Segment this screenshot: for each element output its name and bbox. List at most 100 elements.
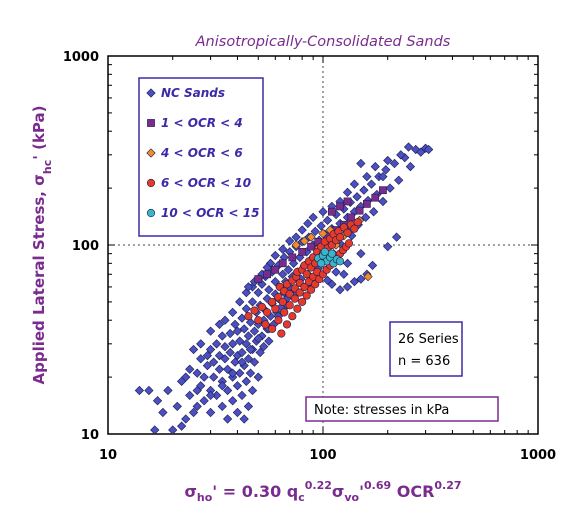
data-point-series-1 bbox=[163, 385, 173, 396]
data-point-series-1 bbox=[158, 407, 168, 418]
data-point-series-1 bbox=[264, 336, 274, 346]
data-point-series-2 bbox=[336, 202, 344, 211]
units-note-text: Note: stresses in kPa bbox=[314, 403, 449, 418]
data-point-series-1 bbox=[283, 265, 293, 275]
data-point-series-4 bbox=[277, 329, 286, 338]
data-point-series-4 bbox=[282, 320, 292, 329]
legend-marker-3 bbox=[146, 148, 156, 158]
data-point-series-1 bbox=[411, 144, 421, 155]
data-point-series-1 bbox=[222, 364, 233, 374]
data-point-series-1 bbox=[322, 215, 333, 225]
data-point-series-4 bbox=[278, 297, 287, 306]
data-point-series-1 bbox=[214, 319, 225, 330]
data-point-series-1 bbox=[199, 396, 209, 406]
y-tick-label-100: 100 bbox=[72, 239, 99, 254]
data-point-series-2 bbox=[379, 186, 387, 195]
data-point-series-1 bbox=[192, 368, 202, 378]
data-point-series-1 bbox=[322, 275, 333, 285]
data-point-series-4 bbox=[268, 324, 277, 333]
data-point-series-4 bbox=[263, 308, 272, 317]
data-point-series-1 bbox=[361, 212, 371, 223]
data-point-series-1 bbox=[209, 372, 219, 382]
data-point-series-1 bbox=[369, 207, 379, 217]
data-point-series-1 bbox=[220, 315, 230, 325]
data-point-series-1 bbox=[297, 225, 307, 235]
data-point-series-1 bbox=[383, 155, 393, 166]
data-point-series-1 bbox=[318, 207, 328, 217]
data-point-series-2 bbox=[271, 265, 280, 274]
data-point-series-1 bbox=[366, 179, 377, 189]
x-axis-label: σho' = 0.30 qc0.22σvo'0.69 OCR0.27 bbox=[184, 479, 461, 504]
data-point-series-4 bbox=[288, 312, 297, 321]
data-point-series-1 bbox=[228, 396, 238, 406]
data-point-series-4 bbox=[295, 288, 304, 297]
units-note-box-frame bbox=[305, 396, 499, 422]
data-point-series-1 bbox=[196, 354, 206, 364]
data-point-series-1 bbox=[237, 357, 247, 367]
data-point-series-1 bbox=[134, 385, 145, 396]
data-point-series-1 bbox=[188, 344, 199, 355]
data-point-series-1 bbox=[396, 150, 406, 160]
data-point-series-1 bbox=[150, 425, 160, 435]
legend-marker-2 bbox=[147, 119, 155, 127]
data-point-series-1 bbox=[241, 339, 251, 349]
legend-label-4: 6 < OCR < 10 bbox=[161, 176, 251, 190]
data-point-series-4 bbox=[343, 228, 352, 237]
data-point-series-2 bbox=[363, 200, 371, 208]
legend-label-5: 10 < OCR < 15 bbox=[161, 206, 259, 220]
legend: NC Sands 1 < OCR < 4 4 < OCR < 6 6 < OCR < … bbox=[138, 77, 264, 237]
data-point-series-1 bbox=[367, 260, 378, 271]
data-point-series-1 bbox=[249, 357, 260, 367]
legend-marker-1 bbox=[146, 88, 156, 98]
data-point-series-1 bbox=[239, 324, 249, 334]
data-point-series-1 bbox=[405, 161, 416, 172]
legend-marker-5 bbox=[146, 208, 156, 218]
data-point-series-1 bbox=[270, 277, 280, 287]
data-point-series-1 bbox=[214, 364, 225, 374]
data-point-series-1 bbox=[222, 414, 233, 424]
data-point-series-1 bbox=[185, 390, 195, 401]
data-point-series-1 bbox=[239, 414, 249, 424]
data-point-series-1 bbox=[181, 372, 191, 382]
data-point-series-1 bbox=[378, 196, 388, 207]
series-count-box: 26 Series n = 636 bbox=[389, 321, 463, 377]
data-point-series-1 bbox=[181, 414, 191, 424]
data-point-series-1 bbox=[228, 307, 238, 318]
data-point-series-1 bbox=[220, 354, 230, 364]
data-point-series-1 bbox=[342, 258, 353, 268]
data-point-series-1 bbox=[342, 282, 353, 292]
data-point-series-4 bbox=[350, 224, 359, 233]
data-point-series-1 bbox=[247, 297, 258, 307]
data-point-series-4 bbox=[254, 316, 263, 325]
data-point-series-2 bbox=[278, 259, 287, 268]
data-point-series-1 bbox=[230, 319, 240, 330]
data-point-series-1 bbox=[264, 285, 274, 295]
data-point-series-1 bbox=[199, 372, 209, 382]
sample-count-text: n = 636 bbox=[398, 354, 450, 369]
data-point-series-1 bbox=[235, 297, 245, 307]
data-point-series-1 bbox=[241, 287, 251, 298]
legend-label-1: NC Sands bbox=[161, 86, 225, 100]
data-point-series-1 bbox=[385, 183, 395, 193]
data-point-series-1 bbox=[370, 161, 380, 172]
data-point-series-1 bbox=[403, 142, 414, 152]
data-point-series-1 bbox=[356, 249, 366, 259]
legend-label-2: 1 < OCR < 4 bbox=[161, 116, 243, 130]
data-point-series-4 bbox=[353, 218, 362, 227]
data-point-series-1 bbox=[308, 212, 318, 223]
data-point-series-1 bbox=[225, 328, 235, 339]
data-point-series-1 bbox=[241, 376, 251, 386]
data-point-series-1 bbox=[381, 165, 391, 175]
data-point-series-1 bbox=[303, 218, 313, 229]
data-point-series-1 bbox=[237, 390, 247, 401]
legend-box bbox=[138, 77, 264, 237]
data-point-series-1 bbox=[220, 341, 230, 352]
data-point-series-1 bbox=[359, 185, 369, 195]
data-point-series-4 bbox=[290, 294, 299, 303]
data-point-series-1 bbox=[349, 179, 360, 189]
y-tick-label-10: 10 bbox=[81, 428, 99, 443]
data-point-series-1 bbox=[278, 244, 288, 254]
data-point-series-2 bbox=[298, 247, 307, 256]
data-point-series-4 bbox=[344, 239, 354, 248]
data-point-series-3 bbox=[299, 236, 310, 246]
